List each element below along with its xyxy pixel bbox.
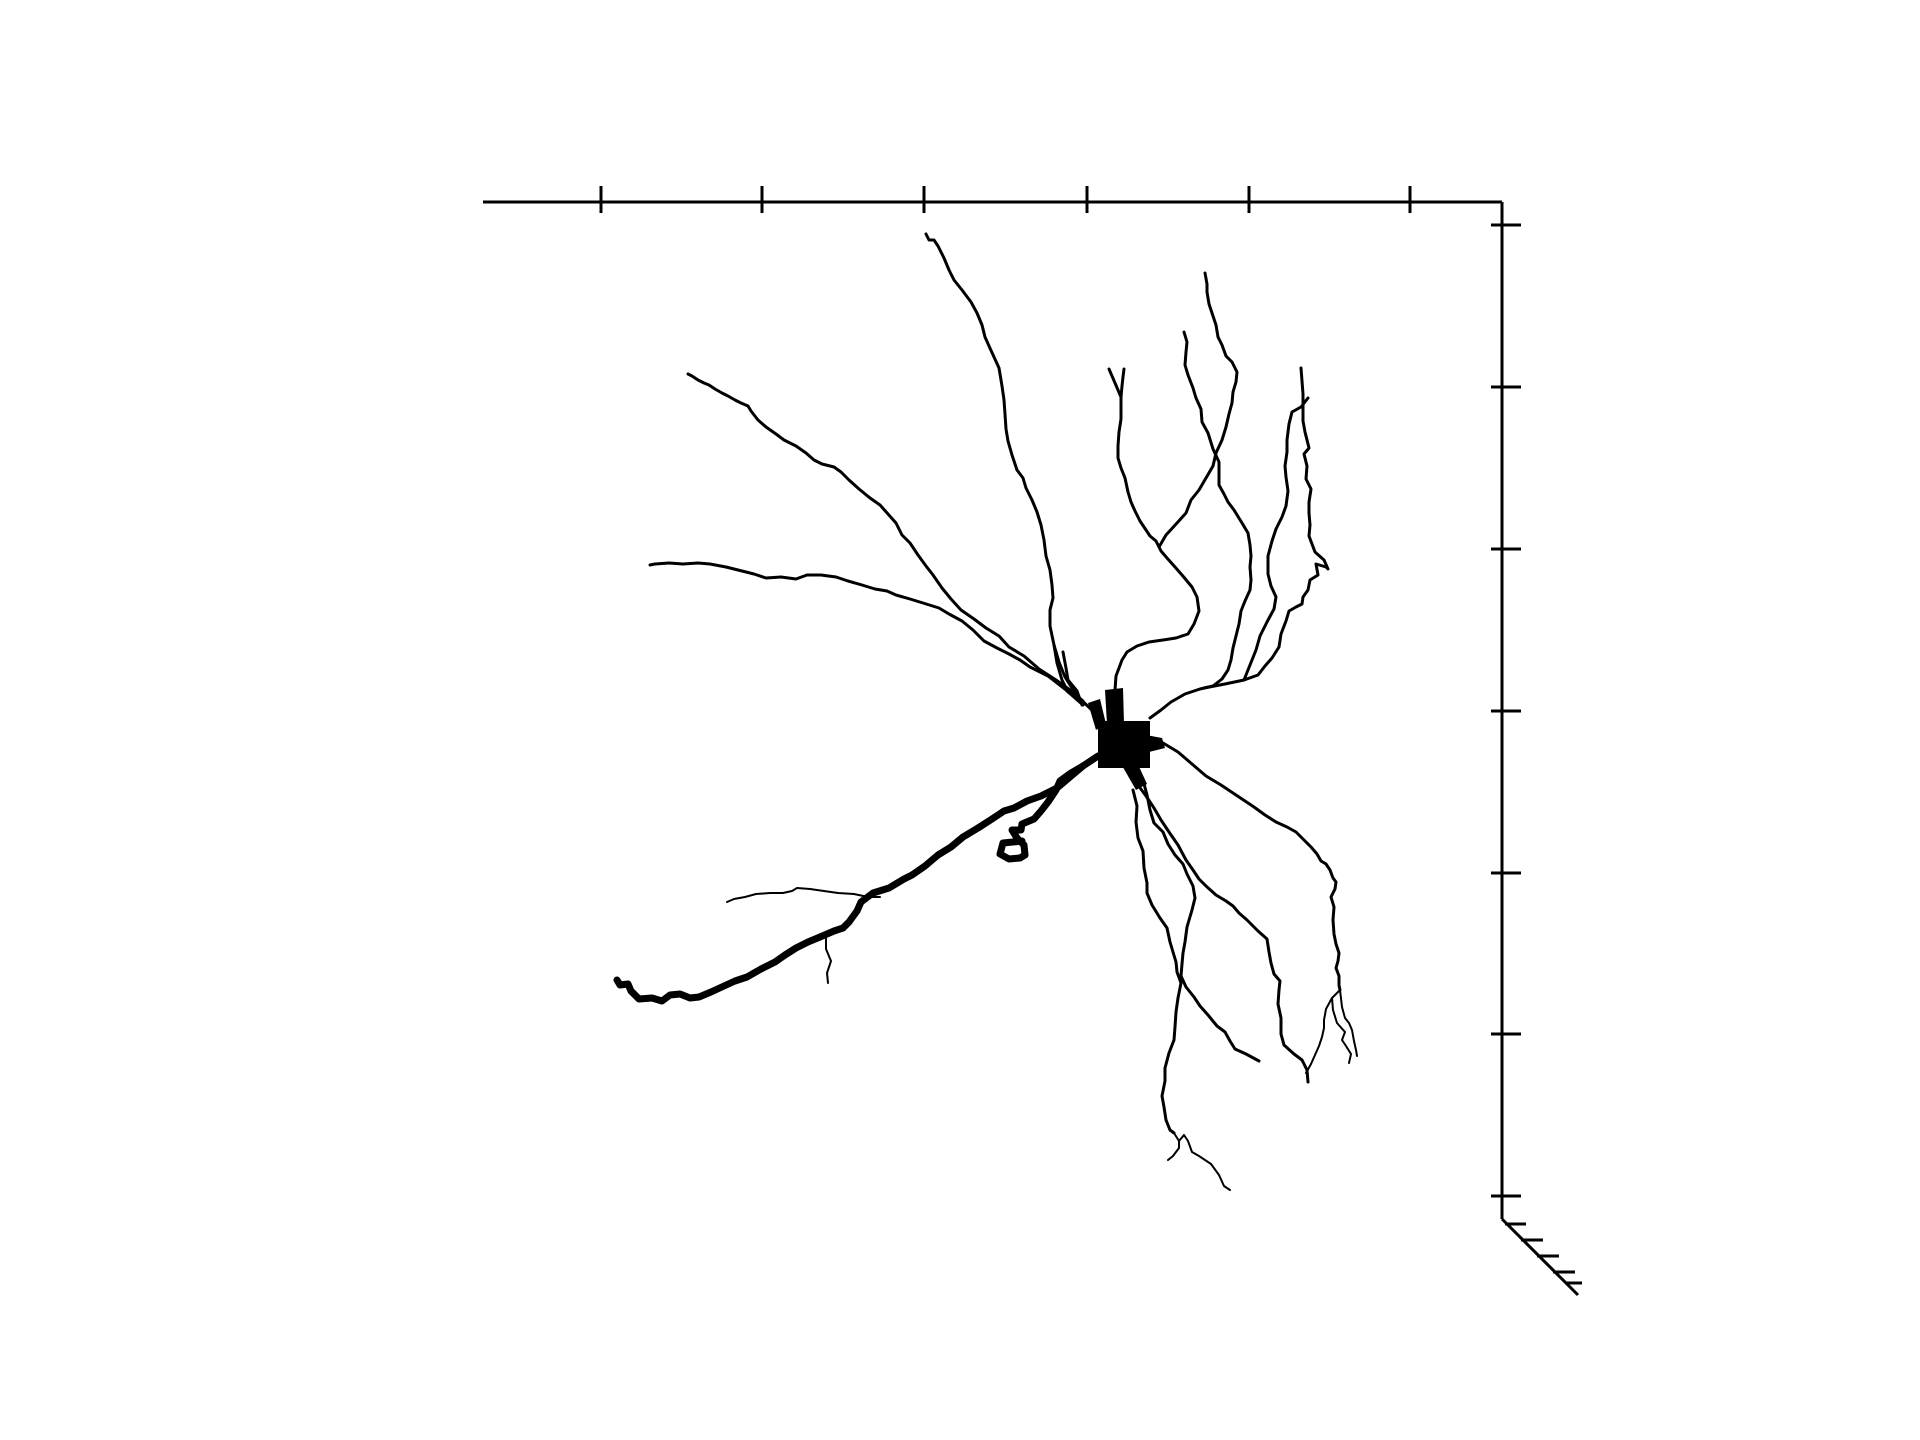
dendrite-lower-left-tip: [1167, 1132, 1180, 1161]
soma-base-lower: [1120, 760, 1147, 790]
dendrite-upper-center-spur: [1107, 367, 1123, 399]
axes-frame: [483, 186, 1582, 1297]
dendrite-lower-right-fork-branch: [1331, 997, 1352, 1064]
x-axis: [483, 186, 1502, 213]
dendrite-upper-right-inner: [1148, 330, 1253, 720]
z-axis: [1500, 1217, 1582, 1297]
dendrite-upper-left-long: [924, 232, 1096, 714]
soma: [1098, 721, 1150, 768]
dendrite-upper-center: [1113, 367, 1201, 692]
soma-base-upper: [1105, 688, 1124, 724]
dendrite-lower-right-fork-tip: [1339, 989, 1358, 1057]
soma-base-right: [1146, 735, 1165, 752]
dendrite-upper-right-cross: [1157, 271, 1239, 549]
dendrite-lower-right-long: [1161, 741, 1342, 992]
dendrite-upper-right-outer: [1202, 366, 1330, 690]
neuron: [613, 232, 1358, 1191]
dendrite-lower-left-descending: [1131, 788, 1183, 1135]
dendrite-upper-right-outer-branch: [1242, 396, 1310, 682]
soma-base-upper-left: [1088, 699, 1106, 730]
dendrite-lower-left-thin-spur: [825, 937, 832, 984]
dendrite-lower-left-trunk: [613, 752, 1102, 1005]
dendrite-lower-left-thin-branch: [726, 887, 881, 903]
y-axis: [1491, 202, 1521, 1219]
dendrite-upper-mid-left: [686, 372, 1085, 703]
dendrite-lower-right-mid: [1136, 783, 1310, 1084]
dendrite-lower-left-tip-branch: [1178, 1134, 1231, 1191]
dendrite-upper-center-small: [1061, 650, 1084, 707]
dendrite-lower-center: [1141, 778, 1261, 1063]
dendrite-upper-left-horizontal: [648, 561, 1085, 707]
dendrite-lower-right-fork: [1305, 989, 1341, 1074]
dendrite-trunk-side-loop-tail: [996, 837, 1026, 863]
